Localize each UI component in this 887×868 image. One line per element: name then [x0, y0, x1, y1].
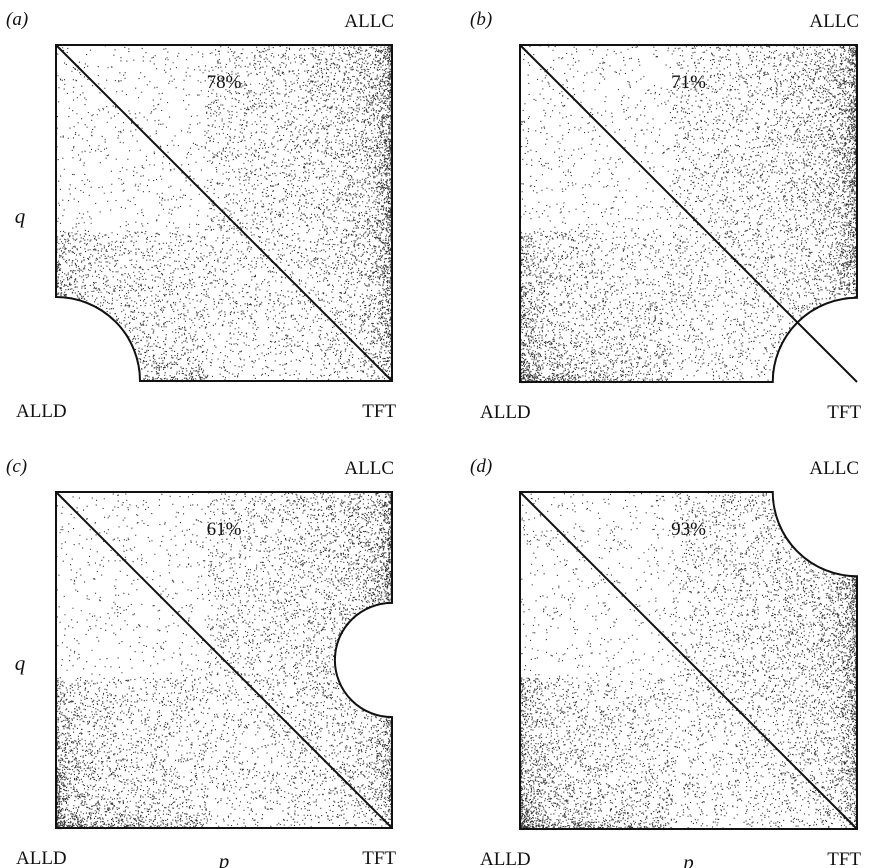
corner-label-allc: ALLC: [809, 11, 859, 32]
corner-label-tft: TFT: [362, 848, 396, 868]
corner-label-alld: ALLD: [480, 849, 531, 868]
corner-label-allc: ALLC: [344, 458, 394, 479]
percentage-annotation: 78%: [207, 72, 242, 93]
panel-label: (c): [6, 456, 27, 477]
percentage-annotation: 61%: [207, 519, 242, 540]
plot-frame: [519, 491, 858, 830]
x-axis-label: p: [681, 850, 694, 868]
diagonal-line: [55, 44, 393, 382]
diagonal-line: [519, 491, 858, 830]
corner-label-alld: ALLD: [16, 401, 67, 422]
corner-label-allc: ALLC: [809, 458, 859, 479]
percentage-annotation: 71%: [671, 72, 706, 93]
corner-label-allc: ALLC: [344, 11, 394, 32]
panel-label: (d): [470, 456, 492, 477]
diagonal-line: [55, 491, 393, 829]
scatter-points: [56, 492, 393, 830]
panel-c: (c) ALLC ALLD TFT 61% q p: [6, 456, 396, 868]
panel-b: (b) ALLC ALLD TFT 71%: [470, 9, 861, 423]
corner-label-alld: ALLD: [480, 402, 531, 423]
diagonal-line: [519, 44, 858, 383]
y-axis-label: q: [15, 204, 26, 228]
y-axis-label: q: [15, 651, 26, 675]
x-axis-label: p: [217, 849, 230, 868]
panel-label: (b): [470, 9, 492, 30]
percentage-annotation: 93%: [671, 519, 706, 540]
plot-frame: [55, 44, 393, 382]
plot-frame: [55, 491, 393, 829]
corner-label-tft: TFT: [827, 849, 861, 868]
panel-a: (a) ALLC ALLD TFT 78% q: [6, 9, 396, 422]
panel-label: (a): [6, 9, 28, 30]
corner-label-tft: TFT: [827, 402, 861, 423]
corner-label-alld: ALLD: [16, 848, 67, 868]
panel-d: (d) ALLC ALLD TFT 93% p: [470, 456, 861, 868]
corner-label-tft: TFT: [362, 401, 396, 422]
scatter-points: [56, 45, 393, 383]
